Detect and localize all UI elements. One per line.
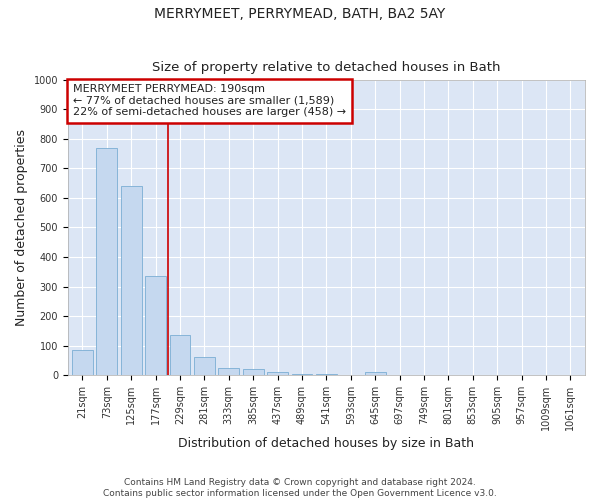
Bar: [316, 374, 337, 375]
Bar: [292, 374, 313, 375]
Y-axis label: Number of detached properties: Number of detached properties: [15, 129, 28, 326]
Bar: [267, 372, 288, 375]
Bar: [194, 358, 215, 375]
X-axis label: Distribution of detached houses by size in Bath: Distribution of detached houses by size …: [178, 437, 475, 450]
Bar: [72, 350, 93, 375]
Text: MERRYMEET PERRYMEAD: 190sqm
← 77% of detached houses are smaller (1,589)
22% of : MERRYMEET PERRYMEAD: 190sqm ← 77% of det…: [73, 84, 346, 117]
Bar: [97, 148, 117, 375]
Text: Contains HM Land Registry data © Crown copyright and database right 2024.
Contai: Contains HM Land Registry data © Crown c…: [103, 478, 497, 498]
Title: Size of property relative to detached houses in Bath: Size of property relative to detached ho…: [152, 62, 500, 74]
Bar: [365, 372, 386, 375]
Bar: [218, 368, 239, 375]
Bar: [170, 335, 190, 375]
Text: MERRYMEET, PERRYMEAD, BATH, BA2 5AY: MERRYMEET, PERRYMEAD, BATH, BA2 5AY: [154, 8, 446, 22]
Bar: [145, 276, 166, 375]
Bar: [121, 186, 142, 375]
Bar: [243, 369, 263, 375]
